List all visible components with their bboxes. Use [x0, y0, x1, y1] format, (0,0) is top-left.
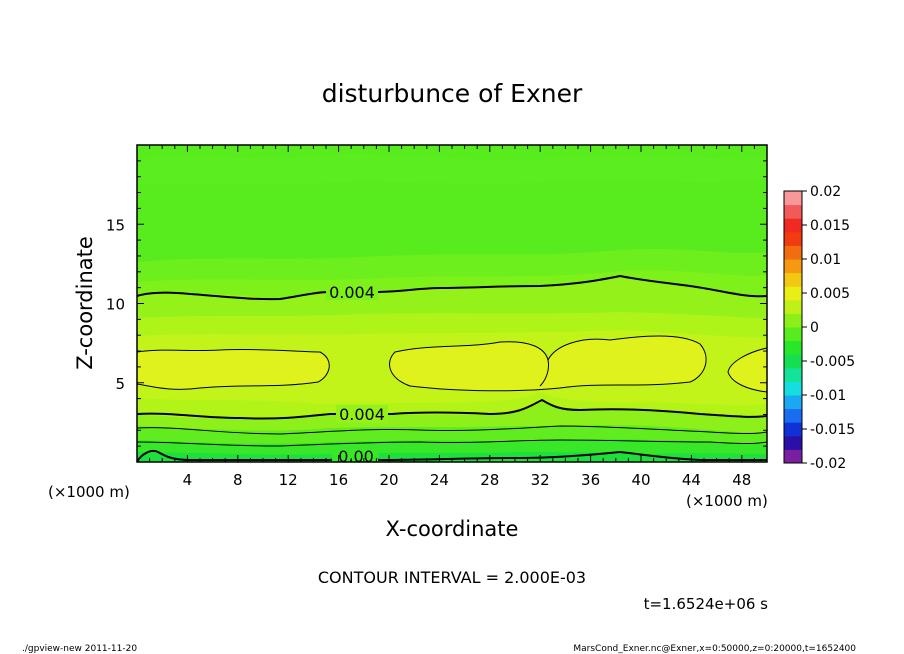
contour-line-lower-thin: [137, 425, 767, 435]
colorbar-ticks: 0.02 0.015 0.01 0.005 0 -0.005 -0.01 -0.015 -0.0…: [802, 184, 855, 472]
x-tick-label: 16: [329, 471, 348, 489]
x-tick-label: 32: [531, 471, 550, 489]
fill-blob-center: [389, 336, 707, 391]
contour-label-1: 0.004: [329, 283, 375, 302]
colorbar-swatch: [784, 381, 802, 396]
contour-label-3: 0.00: [338, 447, 374, 466]
contour-line-lower-thin-2: [137, 439, 767, 447]
colorbar-tick-label: -0.005: [810, 354, 855, 370]
colorbar-swatch: [784, 422, 802, 437]
colorbar-swatch: [784, 327, 802, 342]
time-text: t=1.6524e+06 s: [644, 595, 769, 613]
y-tick-label: 15: [106, 216, 125, 234]
x-tick-label: 4: [183, 471, 193, 489]
x-tick-label: 48: [732, 471, 751, 489]
y-axis-unit: (×1000 m): [48, 483, 130, 501]
fill-blob-right: [728, 348, 767, 392]
y-axis-ticks: 5 10 15: [106, 160, 767, 447]
colorbar-tick-label: 0.01: [810, 252, 841, 268]
colorbar-swatch: [784, 340, 802, 355]
contour-line-blob-center: [389, 335, 707, 392]
footer-left: ./gpview-new 2011-11-20: [22, 644, 137, 654]
x-axis-label: X-coordinate: [386, 517, 519, 541]
colorbar-swatch: [784, 395, 802, 410]
x-axis-unit: (×1000 m): [686, 492, 768, 510]
y-axis-label: Z-coordinate: [73, 236, 97, 370]
colorbar-swatch: [784, 408, 802, 423]
x-tick-label: 44: [682, 471, 701, 489]
y-tick-label: 5: [115, 375, 125, 393]
colorbar-swatch: [784, 313, 802, 328]
contour-label-2: 0.004: [339, 405, 385, 424]
colorbar-swatch: [784, 231, 802, 246]
colorbar-tick-label: 0.015: [810, 218, 850, 234]
colorbar-swatch: [784, 245, 802, 260]
colorbar-tick-label: 0.005: [810, 286, 850, 302]
colorbar-swatch: [784, 218, 802, 233]
colorbar-swatch: [784, 191, 802, 206]
contour-line-blob-right: [727, 347, 767, 393]
contour-line-0004-lower: [137, 398, 767, 420]
contour-line-blob-left: [137, 348, 330, 390]
colorbar-swatch: [784, 435, 802, 450]
x-tick-label: 12: [279, 471, 298, 489]
colorbar-tick-label: -0.01: [810, 388, 846, 404]
contour-line-blob-center-divider: [539, 359, 549, 387]
colorbar-swatch: [784, 449, 802, 464]
fill-band-upper-patch: [137, 153, 767, 186]
contour-interval-text: CONTOUR INTERVAL = 2.000E-03: [318, 568, 586, 587]
y-tick-label: 10: [106, 296, 125, 314]
colorbar-tick-label: -0.02: [810, 456, 846, 472]
colorbar-swatch: [784, 299, 802, 314]
x-tick-label: 28: [480, 471, 499, 489]
footer-right: MarsCond_Exner.nc@Exner,x=0:50000,z=0:20…: [573, 644, 856, 654]
x-tick-label: 36: [581, 471, 600, 489]
colorbar-swatch: [784, 272, 802, 287]
x-tick-label: 40: [631, 471, 650, 489]
x-tick-label: 8: [233, 471, 243, 489]
colorbar-swatch: [784, 367, 802, 382]
colorbar-swatch: [784, 354, 802, 369]
colorbar-swatch: [784, 286, 802, 301]
x-axis-ticks: 4 8 12 16 20 24 28 32 36 40 44 48: [149, 145, 755, 489]
colorbar-tick-label: -0.015: [810, 422, 855, 438]
plot-area: [137, 145, 767, 462]
colorbar-tick-label: 0: [810, 320, 819, 336]
contour-line-0004-upper: [137, 274, 767, 301]
contour-line-000: [137, 450, 767, 462]
colorbar: [784, 191, 802, 464]
colorbar-swatch: [784, 204, 802, 219]
colorbar-swatch: [784, 259, 802, 274]
x-tick-label: 20: [379, 471, 398, 489]
fill-blob-left: [137, 349, 330, 390]
colorbar-tick-label: 0.02: [810, 184, 841, 200]
x-tick-label: 24: [430, 471, 449, 489]
chart-title: disturbunce of Exner: [322, 79, 583, 108]
